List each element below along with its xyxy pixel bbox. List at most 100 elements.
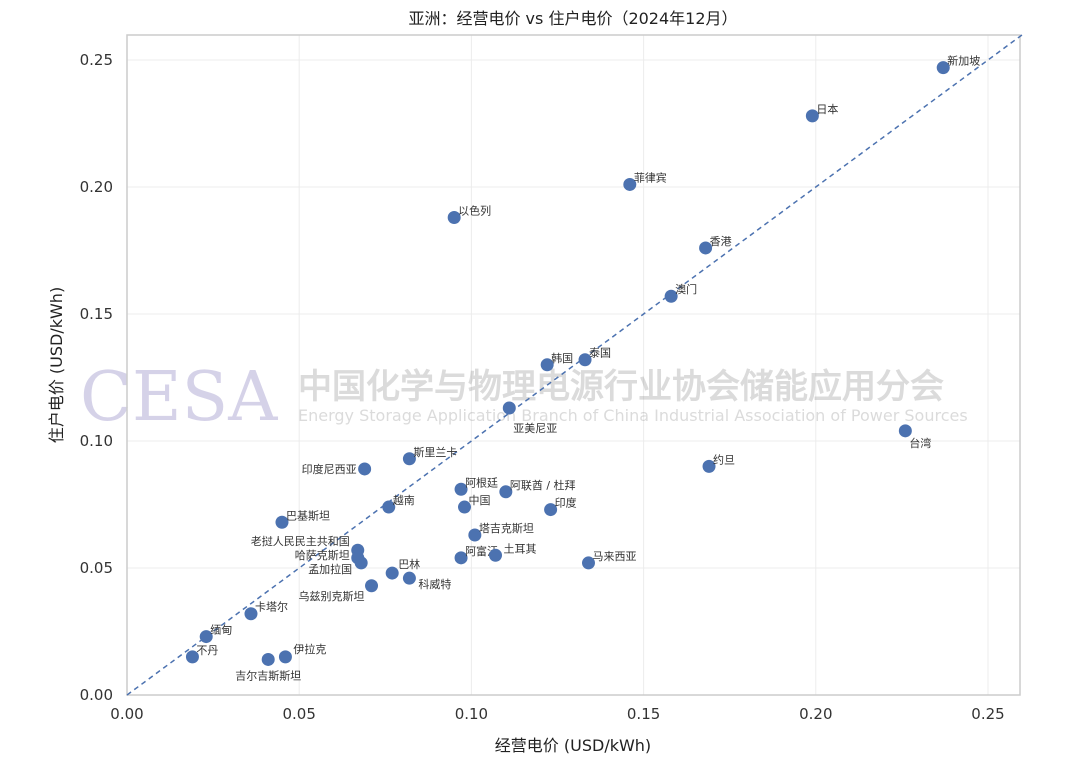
point-marker	[454, 551, 468, 565]
point-label: 印度尼西亚	[302, 462, 357, 476]
point-label: 越南	[393, 493, 415, 507]
point-marker	[261, 652, 275, 666]
y-tick-label: 0.15	[80, 305, 113, 323]
watermark-cn: 中国化学与物理电源行业协会储能应用分会	[298, 367, 944, 407]
point-marker	[358, 462, 372, 476]
data-point: 日本	[805, 102, 838, 123]
data-point: 新加坡	[936, 54, 980, 75]
data-point: 斯里兰卡	[402, 446, 457, 466]
point-label: 印度	[555, 496, 577, 510]
point-label: 科威特	[418, 577, 451, 591]
point-marker	[623, 177, 637, 191]
reference-line	[126, 33, 1023, 696]
point-marker	[382, 500, 396, 514]
point-label: 巴林	[398, 557, 420, 571]
y-tick-label: 0.25	[80, 51, 113, 69]
data-point: 伊拉克	[278, 642, 326, 664]
data-point: 台湾	[898, 424, 931, 450]
data-point: 澳门	[664, 282, 697, 303]
data-point: 巴林	[385, 557, 420, 580]
point-marker	[936, 61, 950, 75]
y-tick-label: 0.05	[80, 559, 113, 577]
point-marker	[402, 571, 416, 585]
point-label: 哈萨克斯坦	[295, 548, 350, 562]
point-label: 约旦	[713, 453, 735, 466]
point-marker	[447, 210, 461, 224]
point-marker	[468, 528, 482, 542]
point-label: 不丹	[196, 644, 218, 657]
data-point: 中国	[458, 494, 491, 514]
point-label: 巴基斯坦	[286, 508, 330, 522]
point-label: 阿联酋 / 杜拜	[510, 478, 576, 492]
data-point: 阿联酋 / 杜拜	[499, 478, 576, 499]
point-label: 老挝人民民主共和国	[251, 534, 350, 548]
point-marker	[458, 500, 472, 514]
point-marker	[540, 358, 554, 372]
point-label: 孟加拉国	[308, 562, 352, 576]
point-marker	[544, 503, 558, 517]
data-point: 马来西亚	[581, 550, 636, 570]
data-point: 塔吉克斯坦	[468, 521, 534, 542]
point-label: 乌兹别克斯坦	[299, 589, 365, 603]
x-tick-label: 0.20	[799, 705, 832, 723]
point-marker	[898, 424, 912, 438]
data-point: 土耳其	[489, 542, 537, 562]
chart-title: 亚洲：经营电价 vs 住户电价（2024年12月）	[408, 9, 737, 28]
point-label: 香港	[710, 235, 732, 248]
watermark: CESA 中国化学与物理电源行业协会储能应用分会 Energy Storage …	[80, 358, 968, 437]
point-marker	[275, 515, 289, 529]
y-axis-label: 住户电价 (USD/kWh)	[47, 287, 66, 443]
data-point: 越南	[382, 493, 415, 514]
point-marker	[199, 630, 213, 644]
point-label: 马来西亚	[592, 550, 636, 563]
point-label: 台湾	[909, 436, 931, 450]
x-tick-label: 0.25	[971, 705, 1004, 723]
y-tick-label: 0.10	[80, 432, 113, 450]
data-point: 菲律宾	[623, 170, 667, 191]
point-marker	[185, 650, 199, 664]
point-marker	[278, 650, 292, 664]
point-marker	[499, 485, 513, 499]
data-point: 不丹	[185, 644, 218, 664]
point-marker	[578, 353, 592, 367]
point-marker	[502, 401, 516, 415]
point-label: 菲律宾	[634, 170, 667, 184]
data-point: 吉尔吉斯斯坦	[235, 652, 301, 682]
point-label: 缅甸	[210, 623, 232, 637]
point-marker	[489, 548, 503, 562]
data-point: 科威特	[402, 571, 451, 591]
y-tick-label: 0.20	[80, 178, 113, 196]
point-marker	[454, 482, 468, 496]
point-label: 泰国	[589, 346, 611, 360]
y-tick-label: 0.00	[80, 686, 113, 704]
data-point: 阿根廷	[454, 475, 498, 496]
data-point: 香港	[699, 235, 732, 255]
point-label: 以色列	[458, 203, 491, 217]
point-marker	[699, 241, 713, 255]
data-point: 泰国	[578, 346, 611, 367]
data-point: 乌兹别克斯坦	[299, 579, 379, 603]
point-marker	[354, 556, 368, 570]
data-point: 印度尼西亚	[302, 462, 372, 476]
point-marker	[402, 452, 416, 466]
point-label: 土耳其	[504, 542, 537, 555]
data-point: 以色列	[447, 203, 491, 224]
point-marker	[702, 459, 716, 473]
point-label: 吉尔吉斯斯坦	[235, 668, 301, 682]
point-label: 阿根廷	[465, 475, 498, 489]
data-point: 巴基斯坦	[275, 508, 330, 529]
data-point: 孟加拉国	[308, 556, 368, 576]
point-label: 韩国	[551, 351, 573, 365]
data-point: 亚美尼亚	[502, 401, 557, 435]
point-marker	[805, 109, 819, 123]
plot-frame	[126, 34, 1021, 696]
point-marker	[664, 289, 678, 303]
x-tick-label: 0.15	[627, 705, 660, 723]
watermark-logo: CESA	[80, 358, 278, 437]
data-point: 卡塔尔	[244, 601, 288, 621]
data-point: 印度	[544, 496, 577, 517]
point-label: 日本	[816, 102, 838, 116]
point-label: 中国	[469, 494, 491, 507]
data-point: 约旦	[702, 453, 735, 473]
